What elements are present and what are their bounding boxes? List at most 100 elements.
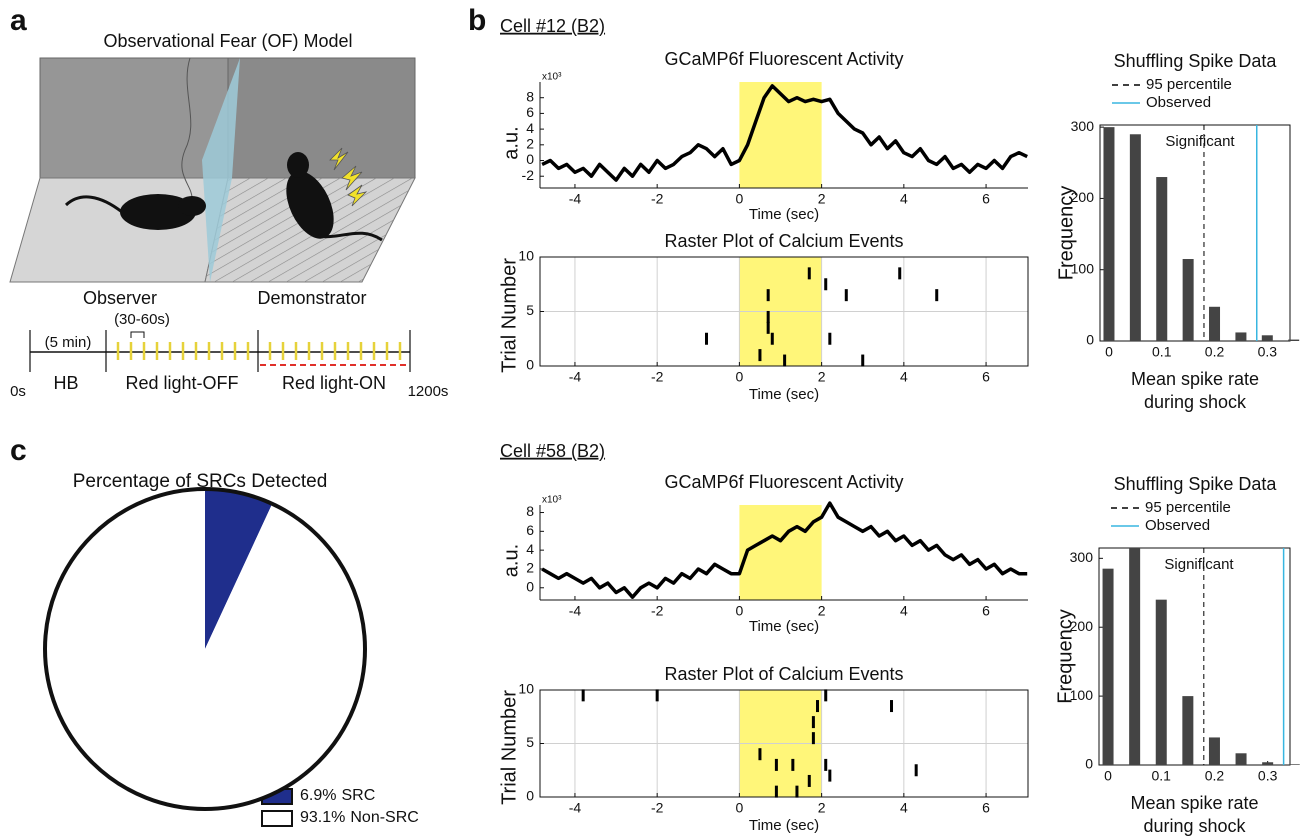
legend-value: 6.9% <box>300 787 336 804</box>
event <box>758 748 762 761</box>
bar <box>1103 127 1115 341</box>
x-tick-label: 4 <box>900 800 908 816</box>
pie-outline <box>43 487 367 811</box>
y-tick-label: 100 <box>1071 260 1095 276</box>
y-tick-label: 2 <box>526 560 534 576</box>
chart-title: Raster Plot of Calcium Events <box>664 231 903 251</box>
divider <box>202 58 240 282</box>
event <box>705 332 709 345</box>
y-tick-label: -2 <box>522 167 535 183</box>
bar <box>1235 753 1247 765</box>
timeline-label: (5 min) <box>45 334 92 351</box>
bar <box>1235 332 1247 341</box>
y-axis-label: Trial Number <box>498 258 520 373</box>
x-tick-label: 4 <box>900 369 908 385</box>
x-axis-label: Time (sec) <box>749 817 819 834</box>
event <box>828 769 832 782</box>
y-tick-label: 200 <box>1071 189 1095 205</box>
x-tick-label: 0 <box>735 369 743 385</box>
bar <box>1208 737 1220 765</box>
bar <box>1129 134 1141 341</box>
x-axis-label: Time (sec) <box>749 386 819 403</box>
pie-slice <box>45 489 366 809</box>
x-tick-label: -4 <box>569 603 582 619</box>
event <box>844 289 848 302</box>
x-tick-label: 4 <box>900 191 908 207</box>
x-tick-label: 0 <box>735 603 743 619</box>
chart-title: Shuffling Spike Data <box>1114 474 1278 494</box>
y-tick-label: 5 <box>526 734 534 750</box>
diagram-title: Observational Fear (OF) Model <box>103 31 352 51</box>
y-tick-label: 0 <box>526 357 534 373</box>
cable <box>181 57 193 199</box>
y-tick-label: 8 <box>526 88 534 104</box>
timeline-label: (30-60s) <box>114 311 170 328</box>
series-line <box>541 501 1028 599</box>
legend-label: Observed <box>1146 94 1211 111</box>
phase-label: Red light-OFF <box>125 373 238 393</box>
x-tick-label: 2 <box>818 191 826 207</box>
x-tick-label: 2 <box>818 800 826 816</box>
x-tick-label: 0.1 <box>1152 344 1172 360</box>
x-axis-label: Time (sec) <box>749 618 819 635</box>
chart-title: Shuffling Spike Data <box>1114 51 1278 71</box>
event <box>774 785 778 798</box>
shock-ticks <box>116 342 402 360</box>
shock-icon <box>329 147 368 207</box>
y-tick-label: 0 <box>526 151 534 167</box>
event <box>774 758 778 771</box>
y-tick-label: 5 <box>526 302 534 318</box>
event <box>824 278 828 291</box>
x-tick-label: 0 <box>1105 344 1113 360</box>
annotation: Significant <box>1165 133 1235 150</box>
y-tick-label: 2 <box>526 136 534 152</box>
y-tick-label: 4 <box>526 541 534 557</box>
panel-label: b <box>468 4 486 37</box>
phase-label: HB <box>53 373 78 393</box>
bar <box>1182 696 1194 765</box>
annotation: Significant <box>1164 556 1234 573</box>
y-tick-label: 10 <box>518 681 534 697</box>
bar <box>1156 177 1168 341</box>
event <box>758 349 762 362</box>
y-axis-label: a.u. <box>500 126 522 159</box>
y-tick-label: 0 <box>1086 332 1094 348</box>
event <box>861 354 865 367</box>
arena-label: Observer <box>83 288 157 308</box>
legend-label: 95 percentile <box>1146 76 1232 93</box>
x-tick-label: -4 <box>569 369 582 385</box>
floor <box>9 177 229 283</box>
observer-mouse <box>64 194 206 230</box>
event <box>655 689 659 702</box>
event <box>807 774 811 787</box>
cell-heading: Cell #12 (B2) <box>500 16 605 36</box>
event <box>766 310 770 323</box>
cell-heading: Cell #58 (B2) <box>500 441 605 461</box>
event <box>791 758 795 771</box>
x-tick-label: -2 <box>651 191 664 207</box>
bar <box>1209 306 1221 341</box>
event <box>766 289 770 302</box>
highlight <box>739 505 822 600</box>
x-tick-label: -2 <box>651 369 664 385</box>
event <box>783 354 787 367</box>
event <box>807 267 811 280</box>
x-tick-label: 4 <box>900 603 908 619</box>
phase-label: Red light-ON <box>282 373 386 393</box>
legend-label: Observed <box>1145 517 1210 534</box>
y-tick-label: 0 <box>1085 756 1093 772</box>
pie-slice <box>205 489 273 649</box>
x-tick-label: 6 <box>982 603 990 619</box>
legend-value: 93.1% <box>300 809 345 826</box>
x-axis-label: Mean spike rate <box>1131 369 1259 389</box>
demonstrator-mouse <box>286 152 383 242</box>
arena-label: Demonstrator <box>257 288 366 308</box>
panel-label: a <box>10 4 27 37</box>
y-scale-label: x10³ <box>542 72 562 83</box>
x-tick-label: 0 <box>1104 768 1112 784</box>
x-tick-label: -4 <box>569 191 582 207</box>
x-tick-label: 0.3 <box>1258 768 1278 784</box>
back-wall <box>227 57 416 179</box>
